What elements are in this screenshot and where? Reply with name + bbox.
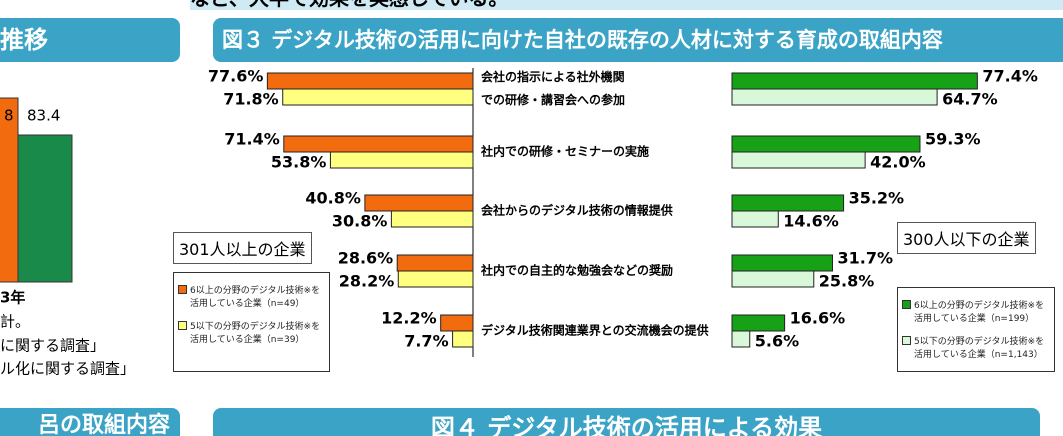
bar xyxy=(452,330,474,348)
legend-item: 5以下の分野のデジタル技術※を活用している企業（n=1,143） xyxy=(902,334,1050,360)
fragment-label: 8 xyxy=(4,107,14,125)
bar xyxy=(364,194,474,212)
value-label: 28.2% xyxy=(339,272,395,291)
bottom-left-header: 呂の取組内容 xyxy=(0,408,180,436)
bar xyxy=(731,72,978,90)
value-label: 12.2% xyxy=(381,309,437,328)
value-label: 77.6% xyxy=(208,67,264,86)
bar xyxy=(731,194,845,212)
chart-title: 図３ デジタル技術の活用に向けた自社の既存の人材に対する育成の取組内容 xyxy=(213,18,1063,62)
value-label: 5.6% xyxy=(755,332,799,351)
legend-text: 6以上の分野のデジタル技術※を活用している企業（n=49） xyxy=(190,286,321,309)
top-banner: など、大半で効果を実感している。 xyxy=(190,0,1063,10)
legend-swatch xyxy=(902,300,911,309)
value-label: 71.8% xyxy=(223,90,279,109)
category-label: 会社の指示による社外機関 xyxy=(481,69,625,84)
value-label: 64.7% xyxy=(942,90,998,109)
value-label: 16.6% xyxy=(790,309,846,328)
value-label: 28.6% xyxy=(338,249,394,268)
legend-item: 5以下の分野のデジタル技術※を活用している企業（n=39） xyxy=(178,319,325,345)
fragment-note: に関する調査」 xyxy=(0,337,105,355)
legend-text: 5以下の分野のデジタル技術※を活用している企業（n=39） xyxy=(190,322,321,345)
fragment-note: 計。 xyxy=(0,313,30,331)
bar xyxy=(440,314,474,332)
bar xyxy=(731,151,866,169)
bar xyxy=(390,210,474,228)
legend-text: 5以下の分野のデジタル技術※を活用している企業（n=1,143） xyxy=(914,337,1045,360)
value-label: 25.8% xyxy=(819,272,875,291)
category-label: デジタル技術関連業界との交流機会の提供 xyxy=(481,323,709,338)
bar xyxy=(731,135,921,153)
category-label: 会社からのデジタル技術の情報提供 xyxy=(481,203,673,218)
value-label: 42.0% xyxy=(870,153,926,172)
group-label: 301人以上の企業 xyxy=(173,232,312,264)
bar xyxy=(282,88,474,106)
group-label: 300人以下の企業 xyxy=(897,222,1036,254)
legend-text: 6以上の分野のデジタル技術※を活用している企業（n=199） xyxy=(914,301,1045,324)
value-label: 35.2% xyxy=(849,189,905,208)
category-label: 社内での研修・セミナーの実施 xyxy=(480,144,649,159)
bar xyxy=(731,210,779,228)
value-label: 77.4% xyxy=(982,67,1038,86)
fragment-bar xyxy=(17,134,73,283)
legend-swatch xyxy=(902,336,911,345)
bar xyxy=(397,270,474,288)
bar xyxy=(731,88,938,106)
bar xyxy=(266,72,474,90)
legend-item: 6以上の分野のデジタル技術※を活用している企業（n=49） xyxy=(178,283,325,309)
value-label: 53.8% xyxy=(271,153,327,172)
bar xyxy=(731,270,815,288)
bar xyxy=(329,151,474,169)
bottom-right-header: 図４ デジタル技術の活用による効果 xyxy=(213,408,1040,436)
value-label: 59.3% xyxy=(925,130,981,149)
value-label: 31.7% xyxy=(837,249,893,268)
fragment-label: 83.4 xyxy=(27,107,60,125)
legend: 6以上の分野のデジタル技術※を活用している企業（n=199） 5以下の分野のデジタ… xyxy=(897,287,1055,372)
value-label: 14.6% xyxy=(783,212,839,231)
bar xyxy=(731,314,786,332)
value-label: 30.8% xyxy=(332,212,388,231)
fragment-bar xyxy=(0,97,19,283)
value-label: 40.8% xyxy=(305,189,361,208)
fragment-note: 3年 xyxy=(0,289,25,307)
bar xyxy=(731,330,751,348)
bar xyxy=(396,254,474,272)
bar xyxy=(283,135,474,153)
value-label: 71.4% xyxy=(224,130,280,149)
legend-swatch xyxy=(178,321,187,330)
bar xyxy=(731,254,833,272)
legend-item: 6以上の分野のデジタル技術※を活用している企業（n=199） xyxy=(902,298,1050,324)
value-label: 7.7% xyxy=(404,332,448,351)
left-header: 推移 xyxy=(0,18,180,62)
category-label: 社内での自主的な勉強会などの奨励 xyxy=(480,263,673,278)
category-label: での研修・講習会への参加 xyxy=(481,92,625,107)
legend: 6以上の分野のデジタル技術※を活用している企業（n=49） 5以下の分野のデジタル… xyxy=(173,272,330,372)
legend-swatch xyxy=(178,285,187,294)
fragment-note: ル化に関する調査」 xyxy=(0,360,135,378)
